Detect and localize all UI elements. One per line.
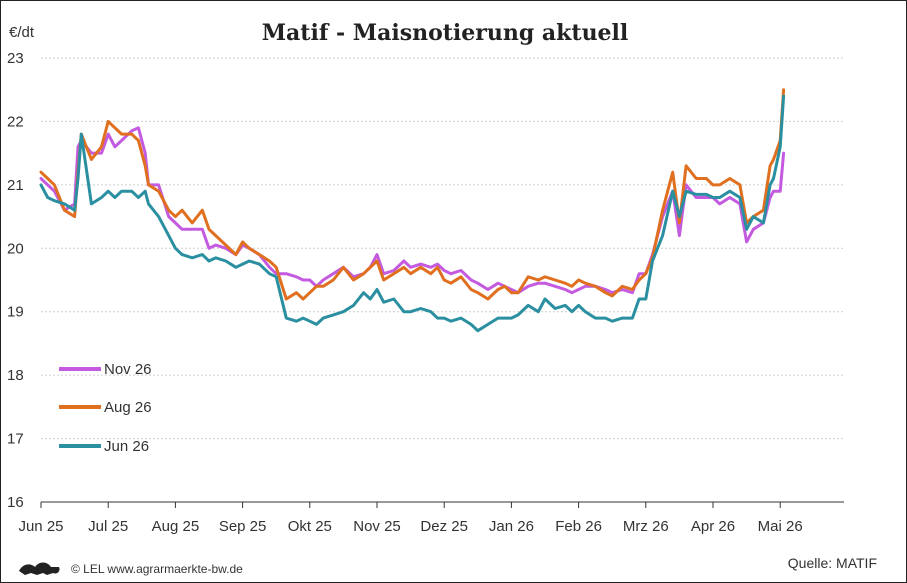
y-tick-label-7: 23 <box>7 50 24 67</box>
legend: Nov 26 Aug 26 Jun 26 <box>59 361 152 455</box>
x-tick-label-1: Jul 25 <box>88 518 128 535</box>
y-tick-label-5: 21 <box>7 177 24 194</box>
legend-label-jun-26: Jun 26 <box>104 438 149 455</box>
lion-logo-icon <box>19 562 60 575</box>
x-tick-label-4: Okt 25 <box>288 518 332 535</box>
y-tick-label-4: 20 <box>7 240 24 257</box>
y-tick-label-3: 19 <box>7 304 24 321</box>
y-axis-label: €/dt <box>9 24 35 41</box>
chart-title: Matif - Maisnotierung aktuell <box>262 20 629 46</box>
legend-label-nov-26: Nov 26 <box>104 361 152 378</box>
x-tick-label-5: Nov 25 <box>353 518 401 535</box>
x-tick-label-8: Feb 26 <box>555 518 602 535</box>
x-tick-label-9: Mrz 26 <box>623 518 669 535</box>
y-tick-label-2: 18 <box>7 367 24 384</box>
series-line-aug-26 <box>39 88 786 301</box>
y-tick-label-1: 17 <box>7 431 24 448</box>
legend-label-aug-26: Aug 26 <box>104 399 152 416</box>
x-tick-label-7: Jan 26 <box>489 518 534 535</box>
x-tick-label-6: Dez 25 <box>420 518 468 535</box>
x-tick-label-2: Aug 25 <box>152 518 200 535</box>
source-label: Quelle: MATIF <box>788 555 877 571</box>
x-tick-label-10: Apr 26 <box>691 518 735 535</box>
y-tick-label-6: 22 <box>7 113 24 130</box>
x-tick-label-11: Mai 26 <box>758 518 803 535</box>
x-tick-label-3: Sep 25 <box>219 518 267 535</box>
x-tick-label-0: Jun 25 <box>18 518 63 535</box>
footer-copyright: © LEL www.agrarmaerkte-bw.de <box>71 562 243 576</box>
axis-layer: 16 17 18 19 20 21 22 23 Jun 25 Jul 25 Aug 25 Sep 25… <box>7 50 844 535</box>
y-tick-label-0: 16 <box>7 494 24 511</box>
series-layer <box>39 88 786 333</box>
series-line-jun-26 <box>39 94 786 333</box>
grid-layer <box>41 57 844 440</box>
